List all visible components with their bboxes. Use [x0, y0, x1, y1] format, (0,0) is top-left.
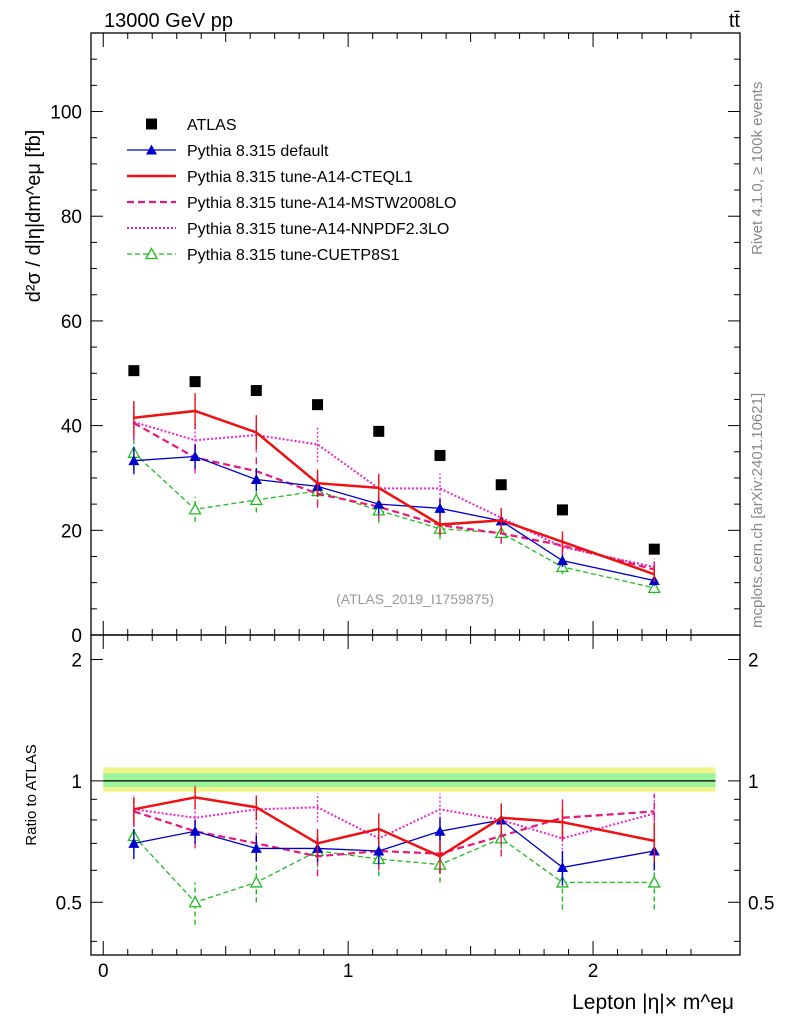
ratio-band-inner	[103, 773, 716, 788]
main-y-tick-label: 60	[61, 312, 82, 333]
ratio-y-axis-label: Ratio to ATLAS	[23, 744, 40, 845]
ratio-y-tick-label-right: 1	[748, 772, 759, 793]
main-series-layer	[127, 365, 661, 594]
point-default	[373, 498, 385, 509]
ratio-line-cteql1	[133, 796, 655, 858]
legend-label-cteql1: Pythia 8.315 tune-A14-CTEQL1	[187, 169, 413, 186]
series-line-nnpdf	[133, 420, 655, 568]
ratio-y-tick-label: 2	[71, 650, 82, 671]
legend-entry-atlas: ATLAS	[146, 117, 237, 134]
ratio-line-mstw	[133, 810, 655, 858]
series-atlas-data	[128, 365, 660, 555]
ratio-uncertainty-band	[103, 767, 716, 792]
legend-entry-mstw: Pythia 8.315 tune-A14-MSTW2008LO	[127, 195, 456, 212]
legend-label-atlas: ATLAS	[187, 117, 237, 134]
point-default	[128, 455, 140, 466]
x-axis-label: Lepton |η|× m^eμ	[572, 991, 734, 1014]
x-tick-label: 2	[588, 961, 599, 982]
atlas-data-point	[312, 399, 324, 411]
series-cteql1	[133, 393, 655, 583]
legend-label-nnpdf: Pythia 8.315 tune-A14-NNPDF2.3LO	[187, 221, 449, 238]
series-line-cteql1	[133, 409, 655, 576]
series-line-cuetp	[133, 452, 655, 589]
legend: ATLAS Pythia 8.315 default Pythia 8.315 tu…	[127, 117, 456, 264]
legend-entry-cuetp: Pythia 8.315 tune-CUETP8S1	[127, 247, 400, 264]
legend-marker-cuetp	[144, 247, 159, 260]
ratio-point-default	[128, 837, 140, 848]
atlas-data-point	[128, 365, 140, 377]
main-y-tick-label-zero: 0	[71, 626, 82, 647]
process-label: tt̄	[729, 10, 741, 32]
legend-entry-default: Pythia 8.315 default	[127, 143, 329, 160]
legend-entry-cteql1: Pythia 8.315 tune-A14-CTEQL1	[127, 169, 413, 186]
atlas-data-point	[250, 385, 262, 397]
x-tick-label: 1	[343, 961, 354, 982]
ratio-series-cuetp	[127, 822, 661, 925]
point-cuetp	[249, 493, 263, 506]
main-y-tick-label: 40	[61, 417, 82, 438]
ratio-point-default	[373, 845, 385, 856]
ratio-y-tick-label-right: 2	[748, 650, 759, 671]
point-default	[556, 555, 568, 566]
atlas-data-point	[434, 449, 446, 461]
main-y-tick-label: 80	[61, 207, 82, 228]
atlas-data-point	[556, 504, 568, 516]
legend-label-cuetp: Pythia 8.315 tune-CUETP8S1	[187, 247, 400, 264]
series-default	[128, 444, 660, 586]
ratio-y-tick-label: 0.5	[56, 893, 82, 914]
series-line-default	[133, 455, 655, 582]
main-y-tick-label: 100	[50, 103, 82, 124]
legend-marker-default	[146, 144, 157, 155]
ratio-point-default	[189, 825, 201, 836]
point-default	[250, 474, 262, 485]
ratio-point-cuetp	[647, 875, 661, 888]
series-line-mstw	[133, 422, 655, 571]
legend-entry-nnpdf: Pythia 8.315 tune-A14-NNPDF2.3LO	[127, 221, 449, 238]
legend-label-mstw: Pythia 8.315 tune-A14-MSTW2008LO	[187, 195, 456, 212]
svg-text:d²σ / d|η|dm^eμ [fb]: d²σ / d|η|dm^eμ [fb]	[23, 130, 45, 303]
main-y-axis-label: d²σ / d|η|dm^eμ [fb]	[23, 130, 45, 303]
ratio-y-tick-label-right: 0.5	[748, 893, 774, 914]
point-default	[434, 502, 446, 513]
analysis-label: (ATLAS_2019_I1759875)	[336, 591, 494, 607]
ratio-point-cuetp	[249, 875, 263, 888]
series-mstw	[133, 405, 655, 578]
legend-label-default: Pythia 8.315 default	[187, 143, 329, 160]
mcplots-label: mcplots.cern.ch [arXiv:2401.10621]	[749, 393, 766, 628]
rivet-version-label: Rivet 4.1.0, ≥ 100k events	[749, 82, 766, 255]
ratio-panel-frame	[90, 634, 741, 956]
atlas-data-point	[495, 479, 507, 491]
atlas-data-point	[648, 543, 660, 555]
ratio-point-default	[250, 842, 262, 853]
ratio-series-layer	[127, 786, 661, 925]
legend-marker-atlas	[146, 118, 157, 130]
ratio-point-default	[434, 825, 446, 836]
x-tick-label: 0	[98, 961, 109, 982]
svg-text:Ratio to ATLAS: Ratio to ATLAS	[23, 744, 40, 845]
ratio-series-cteql1	[133, 786, 655, 874]
atlas-data-point	[373, 425, 385, 437]
energy-label: 13000 GeV pp	[104, 10, 233, 32]
main-y-tick-label: 20	[61, 521, 82, 542]
atlas-data-point	[189, 376, 201, 388]
point-cuetp	[647, 581, 661, 594]
ratio-point-cuetp	[188, 895, 202, 908]
point-default	[189, 450, 201, 461]
ratio-series-default	[128, 807, 660, 886]
ratio-point-default	[556, 861, 568, 872]
point-cuetp	[188, 502, 202, 515]
ratio-y-tick-label: 1	[71, 772, 82, 793]
